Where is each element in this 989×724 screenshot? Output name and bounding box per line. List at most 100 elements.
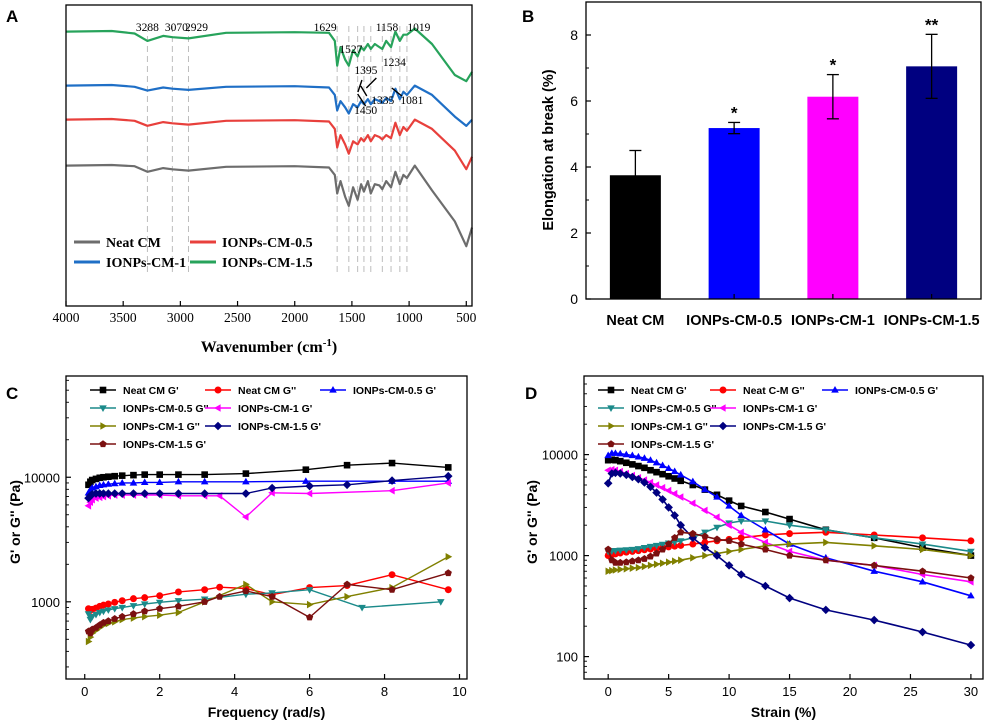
data-point xyxy=(918,627,927,637)
data-point xyxy=(241,489,251,498)
data-point xyxy=(628,546,637,554)
data-point xyxy=(174,489,183,498)
category-label: Neat CM xyxy=(606,313,664,329)
data-point xyxy=(117,489,127,498)
data-point xyxy=(640,544,649,552)
data-point xyxy=(652,549,661,557)
legend-label: IONPs-CM-1 xyxy=(106,256,186,271)
data-point xyxy=(968,551,975,560)
peak-label: 1081 xyxy=(400,95,423,107)
data-point xyxy=(216,583,224,591)
data-point xyxy=(243,580,250,589)
data-point xyxy=(629,461,636,468)
data-point xyxy=(110,479,119,487)
y-tick-label: 6 xyxy=(570,93,578,109)
data-point xyxy=(87,489,97,499)
x-tick-label: 0 xyxy=(81,684,88,699)
legend-label: IONPs-CM-1 G' xyxy=(743,403,817,415)
data-point xyxy=(676,493,684,501)
data-point xyxy=(640,478,649,487)
data-point xyxy=(92,611,100,619)
peak-label: 2929 xyxy=(185,22,208,34)
data-point xyxy=(622,450,631,458)
x-tick-label: 25 xyxy=(903,684,917,699)
x-axis-label-superscript: -1 xyxy=(323,337,332,349)
peak-label: 1629 xyxy=(314,22,337,34)
category-label: IONPs-CM-0.5 xyxy=(686,313,782,329)
data-point xyxy=(118,597,126,605)
data-point xyxy=(156,604,164,612)
data-point xyxy=(200,489,209,498)
data-point xyxy=(616,449,625,457)
data-point xyxy=(174,598,183,605)
data-point xyxy=(611,468,620,478)
legend-label: Neat CM G'' xyxy=(238,385,296,397)
peak-label: 1450 xyxy=(354,105,377,117)
legend-marker xyxy=(99,386,107,394)
legend-label: IONPs-CM-1.5 G' xyxy=(123,439,206,451)
legend-label: IONPs-CM-1 G'' xyxy=(123,421,200,433)
spectrum-line xyxy=(65,83,473,127)
data-point xyxy=(616,457,624,465)
data-point xyxy=(174,477,183,485)
data-point xyxy=(658,461,667,469)
data-point xyxy=(967,591,975,599)
bar xyxy=(807,96,859,300)
data-point xyxy=(343,461,351,469)
data-point xyxy=(88,614,97,621)
data-point xyxy=(628,557,636,565)
data-point xyxy=(967,537,975,545)
data-point xyxy=(967,574,975,582)
data-point xyxy=(869,615,879,625)
data-point xyxy=(871,542,879,550)
data-point xyxy=(604,451,612,459)
y-tick-label: 4 xyxy=(570,159,578,175)
panel-c: C 0 2 4 6 8 10 1000 10000 Frequency (rad/s) G' or … xyxy=(6,379,467,720)
data-point xyxy=(737,502,745,510)
data-point xyxy=(156,471,163,478)
data-point xyxy=(110,606,119,613)
data-point xyxy=(388,486,395,495)
data-point xyxy=(665,472,672,480)
data-point xyxy=(612,566,620,574)
x-tick-label: 15 xyxy=(782,684,796,699)
data-point xyxy=(388,459,396,467)
data-point xyxy=(646,456,655,463)
data-point xyxy=(216,592,224,600)
legend-label: IONPs-CM-0.5 G' xyxy=(855,385,938,397)
x-tick-label: 500 xyxy=(456,310,477,325)
x-tick-label: 8 xyxy=(381,684,388,699)
data-point xyxy=(605,567,613,576)
data-point xyxy=(870,535,878,542)
data-point xyxy=(140,601,149,608)
y-axis-label-c: G' or G'' (Pa) xyxy=(7,480,23,564)
data-point xyxy=(725,537,733,544)
data-point xyxy=(305,481,314,491)
data-point xyxy=(641,562,649,571)
data-point xyxy=(670,511,679,520)
data-point xyxy=(155,599,164,607)
data-point xyxy=(738,545,746,554)
data-point xyxy=(677,528,685,536)
data-point xyxy=(436,599,445,606)
data-point xyxy=(702,551,709,560)
data-point xyxy=(155,478,164,485)
series-line xyxy=(87,588,441,622)
data-point xyxy=(689,529,697,537)
data-point xyxy=(676,538,685,545)
data-point xyxy=(635,563,643,572)
data-point xyxy=(118,612,126,620)
data-point xyxy=(118,604,127,612)
data-point xyxy=(444,586,452,594)
legend-marker xyxy=(719,404,726,412)
data-point xyxy=(388,571,396,579)
peak-arrow xyxy=(360,85,368,97)
data-point xyxy=(615,469,625,478)
data-point xyxy=(175,471,182,478)
data-point xyxy=(821,605,831,615)
data-point xyxy=(174,588,182,596)
data-point xyxy=(267,483,277,493)
x-tick-label: 6 xyxy=(306,684,313,699)
data-point xyxy=(676,520,686,530)
